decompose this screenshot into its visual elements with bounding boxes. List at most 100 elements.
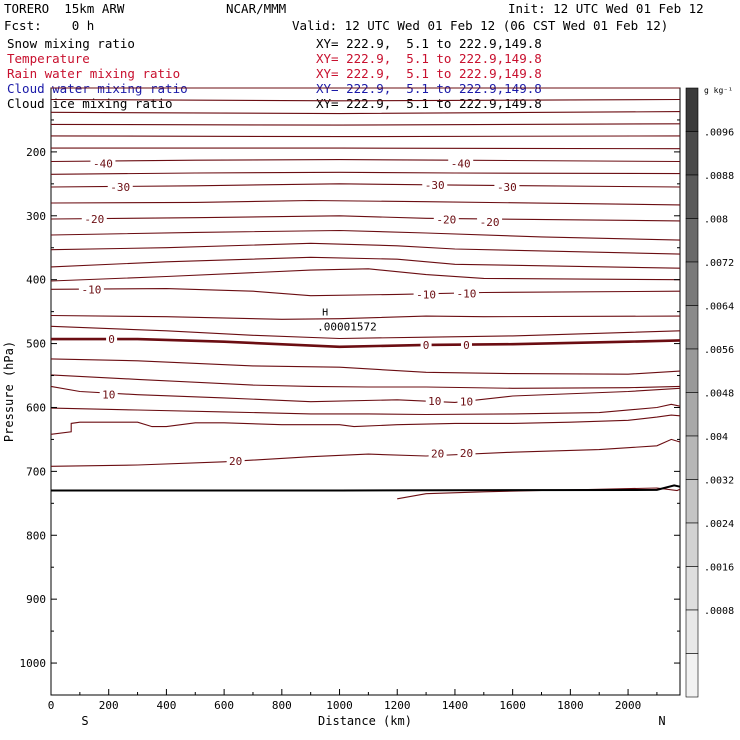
- temperature-contour: [50, 215, 681, 222]
- contour-label: 20: [229, 455, 242, 468]
- contour-label: 0: [108, 333, 115, 346]
- init-time: Init: 12 UTC Wed 01 Feb 12: [508, 1, 704, 16]
- colorbar-label: .0016: [704, 563, 734, 574]
- y-tick-label: 800: [26, 529, 46, 542]
- colorbar-swatch: [685, 653, 699, 698]
- south-endpoint: S: [81, 714, 88, 728]
- contour-label-bg: [457, 395, 476, 408]
- contour-label: 10: [428, 395, 441, 408]
- colorbar-label: .008: [704, 215, 728, 226]
- contour-label-bg: [460, 338, 472, 351]
- colorbar-swatch: [685, 305, 699, 350]
- org-title: NCAR/MMM: [226, 1, 287, 16]
- valid-time: Valid: 12 UTC Wed 01 Feb 12 (06 CST Wed …: [292, 18, 669, 33]
- colorbar-label: .0072: [704, 258, 734, 269]
- field-xy-range: XY= 222.9, 5.1 to 222.9,149.8: [316, 51, 542, 66]
- x-tick-label: 1000: [326, 699, 353, 712]
- temperature-contour: [50, 242, 681, 255]
- contour-label-bg: [453, 287, 479, 300]
- colorbar-label: .0088: [704, 171, 734, 182]
- contour-label-bg: [107, 181, 133, 194]
- contour-label-bg: [457, 446, 476, 459]
- temperature-contour: [50, 171, 681, 175]
- temperature-contour: [50, 98, 681, 102]
- temperature-contour: [50, 199, 681, 206]
- field-xy-range: XY= 222.9, 5.1 to 222.9,149.8: [316, 36, 542, 51]
- contour-label: -20: [480, 216, 500, 229]
- contour-label: -40: [93, 157, 113, 170]
- colorbar-label: .0048: [704, 389, 734, 400]
- contour-label-bg: [106, 333, 118, 346]
- temperature-contour: [50, 268, 681, 282]
- temperature-contour: [50, 256, 681, 269]
- x-tick-label: 2000: [615, 699, 642, 712]
- colorbar-swatch: [685, 522, 699, 567]
- temperature-contour: [50, 403, 681, 416]
- contour-label: 10: [102, 389, 115, 402]
- colorbar-unit: g kg⁻¹: [704, 86, 733, 95]
- contour-label: -30: [110, 181, 130, 194]
- y-tick-label: 600: [26, 401, 46, 414]
- x-tick-label: 200: [99, 699, 119, 712]
- field-name: Rain water mixing ratio: [7, 66, 181, 81]
- contour-label-bg: [99, 388, 118, 401]
- contour-label-bg: [226, 455, 245, 468]
- temperature-contour: [50, 414, 681, 435]
- colorbar-swatch: [685, 218, 699, 263]
- x-tick-label: 800: [272, 699, 292, 712]
- contour-label: -20: [436, 214, 456, 227]
- colorbar-swatch: [685, 609, 699, 654]
- temperature-contour: [50, 325, 681, 340]
- y-tick-label: 300: [26, 210, 46, 223]
- contour-label-bg: [78, 283, 104, 296]
- field-name: Snow mixing ratio: [7, 36, 135, 51]
- contour-label: 0: [463, 339, 470, 352]
- temperature-contour: [50, 183, 681, 188]
- contour-label: -40: [451, 157, 471, 170]
- contour-label: -20: [84, 213, 104, 226]
- forecast-hour: Fcst: 0 h: [4, 18, 95, 33]
- x-tick-label: 1800: [557, 699, 584, 712]
- contour-label: 20: [460, 447, 473, 460]
- colorbar-swatch: [685, 435, 699, 480]
- temperature-contour: [50, 159, 681, 163]
- y-tick-label: 200: [26, 146, 46, 159]
- high-marker: H: [322, 307, 328, 318]
- contour-label: -10: [416, 288, 436, 301]
- x-tick-label: 0: [48, 699, 55, 712]
- y-tick-label: 700: [26, 465, 46, 478]
- x-tick-label: 1400: [442, 699, 469, 712]
- contour-label-bg: [428, 447, 447, 460]
- x-tick-label: 600: [214, 699, 234, 712]
- colorbar-label: .0096: [704, 128, 734, 139]
- x-tick-label: 1600: [499, 699, 526, 712]
- colorbar-swatch: [685, 131, 699, 176]
- temperature-contour: [51, 337, 681, 349]
- temperature-contour: [50, 135, 681, 138]
- contour-label: -10: [81, 283, 101, 296]
- colorbar-swatch: [685, 87, 699, 132]
- y-tick-label: 900: [26, 593, 46, 606]
- colorbar-swatch: [685, 566, 699, 611]
- y-tick-label: 500: [26, 338, 46, 351]
- temperature-contour: [50, 385, 681, 403]
- contour-label: 20: [431, 447, 444, 460]
- colorbar-swatch: [685, 348, 699, 393]
- temperature-contour: [50, 111, 681, 115]
- contour-label: 0: [423, 339, 430, 352]
- plot-frame: [50, 87, 681, 696]
- y-tick-label: 400: [26, 274, 46, 287]
- temperature-contour: [50, 229, 681, 241]
- y-axis-title: Pressure (hPa): [2, 341, 16, 442]
- contour-label: -30: [497, 181, 517, 194]
- contour-label-bg: [433, 213, 459, 226]
- high-value: .00001572: [317, 320, 377, 333]
- terrain-line: [51, 484, 681, 492]
- colorbar-swatch: [685, 479, 699, 524]
- contour-label-bg: [420, 338, 432, 351]
- colorbar-swatch: [685, 174, 699, 219]
- colorbar-swatch: [685, 392, 699, 437]
- temperature-contour: [50, 358, 681, 375]
- field-name: Temperature: [7, 51, 90, 66]
